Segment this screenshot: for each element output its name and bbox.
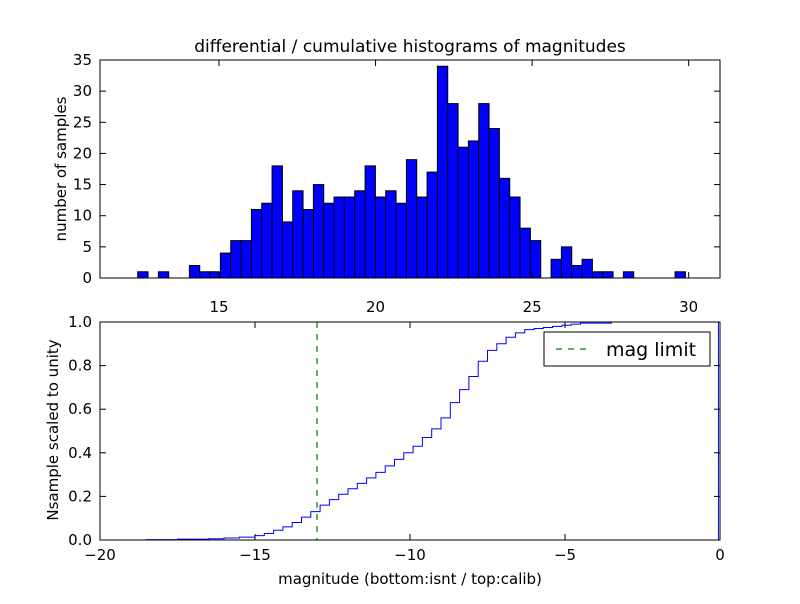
top-y-tick-label: 0 xyxy=(82,269,92,287)
bottom-y-tick-label: 0.8 xyxy=(68,357,92,375)
histogram-bar xyxy=(364,165,376,279)
legend: mag limit xyxy=(543,331,711,367)
histogram-bar xyxy=(426,171,438,279)
top-x-tick-label: 20 xyxy=(366,298,385,316)
histogram-bar xyxy=(447,103,459,279)
histogram-panel: differential / cumulative histograms of … xyxy=(52,37,721,316)
bottom-x-tick-label: −20 xyxy=(84,546,116,564)
histogram-bar xyxy=(271,165,283,279)
top-y-tick-label: 30 xyxy=(73,82,92,100)
histogram-bar xyxy=(602,271,614,279)
histogram-bar xyxy=(281,221,294,279)
histogram-bar xyxy=(478,103,490,279)
bottom-y-tick-label: 0.0 xyxy=(68,531,92,549)
histogram-bar xyxy=(395,202,407,279)
bottom-y-tick-label: 0.6 xyxy=(68,400,92,418)
top-y-tick-label: 25 xyxy=(73,113,92,131)
top-y-tick-label: 5 xyxy=(82,238,92,256)
histogram-bar xyxy=(312,184,325,279)
top-x-tick-label: 30 xyxy=(679,298,698,316)
histogram-bar xyxy=(261,202,273,279)
histogram-bar xyxy=(416,196,428,279)
histogram-bar xyxy=(519,227,531,279)
legend-label: mag limit xyxy=(606,339,696,361)
bottom-x-tick-label: −5 xyxy=(554,546,576,564)
bottom-y-tick-label: 0.4 xyxy=(68,444,92,462)
histogram-bar xyxy=(467,140,480,279)
bottom-axis-ticks: −20 −15 −10 −5 0 0.0 0.2 0.4 0.6 0.8 1.0 xyxy=(68,313,725,564)
cumulative-lines xyxy=(100,321,719,541)
histogram-bar xyxy=(354,190,366,279)
histogram-bar xyxy=(498,177,511,279)
histogram-bar xyxy=(302,208,314,279)
bottom-x-tick-label: −15 xyxy=(239,546,271,564)
histogram-bar xyxy=(581,258,593,279)
bottom-x-tick-label: −10 xyxy=(394,546,426,564)
histogram-bar xyxy=(343,196,356,279)
histogram-bar xyxy=(436,65,449,279)
histogram-bar xyxy=(591,271,604,279)
cumulative-step-line xyxy=(100,321,719,541)
histogram-bar xyxy=(250,208,263,279)
histogram-bar xyxy=(550,258,562,279)
histogram-bar xyxy=(385,190,397,279)
histogram-bar xyxy=(509,196,521,279)
top-y-tick-label: 15 xyxy=(73,176,92,194)
histogram-bar xyxy=(457,146,469,279)
histogram-bar xyxy=(188,265,201,279)
histogram-bar xyxy=(560,246,573,279)
bottom-x-tick-label: 0 xyxy=(715,546,725,564)
histogram-bar xyxy=(674,271,686,279)
histogram-bar xyxy=(488,128,500,279)
top-y-axis-label: number of samples xyxy=(52,96,70,241)
histogram-bar xyxy=(374,196,387,279)
histogram-bar xyxy=(219,252,232,279)
cumulative-panel: Nsample scaled to unity magnitude (botto… xyxy=(44,313,725,588)
histogram-bar xyxy=(230,240,242,279)
bottom-y-tick-label: 0.2 xyxy=(68,487,92,505)
histogram-bar xyxy=(323,202,335,279)
top-x-tick-label: 15 xyxy=(209,298,228,316)
top-x-tick-label: 25 xyxy=(523,298,542,316)
bottom-axes-frame xyxy=(99,321,721,541)
bottom-y-tick-label: 1.0 xyxy=(68,313,92,331)
top-y-tick-label: 20 xyxy=(73,144,92,162)
histogram-bar xyxy=(292,190,304,279)
top-y-tick-label: 10 xyxy=(73,207,92,225)
histogram-bar xyxy=(240,240,252,279)
top-axes-frame xyxy=(99,59,721,279)
bottom-x-axis-label: magnitude (bottom:isnt / top:calib) xyxy=(278,570,542,588)
histogram-bar xyxy=(333,196,345,279)
top-y-tick-label: 35 xyxy=(73,51,92,69)
bottom-y-axis-label: Nsample scaled to unity xyxy=(44,339,62,520)
histogram-bar xyxy=(622,271,635,279)
histogram-bar xyxy=(137,271,149,279)
histogram-bar xyxy=(199,271,211,279)
histogram-bar xyxy=(571,265,583,279)
histogram-bar xyxy=(405,159,418,279)
histogram-bar xyxy=(157,271,170,279)
chart-title: differential / cumulative histograms of … xyxy=(194,37,626,57)
